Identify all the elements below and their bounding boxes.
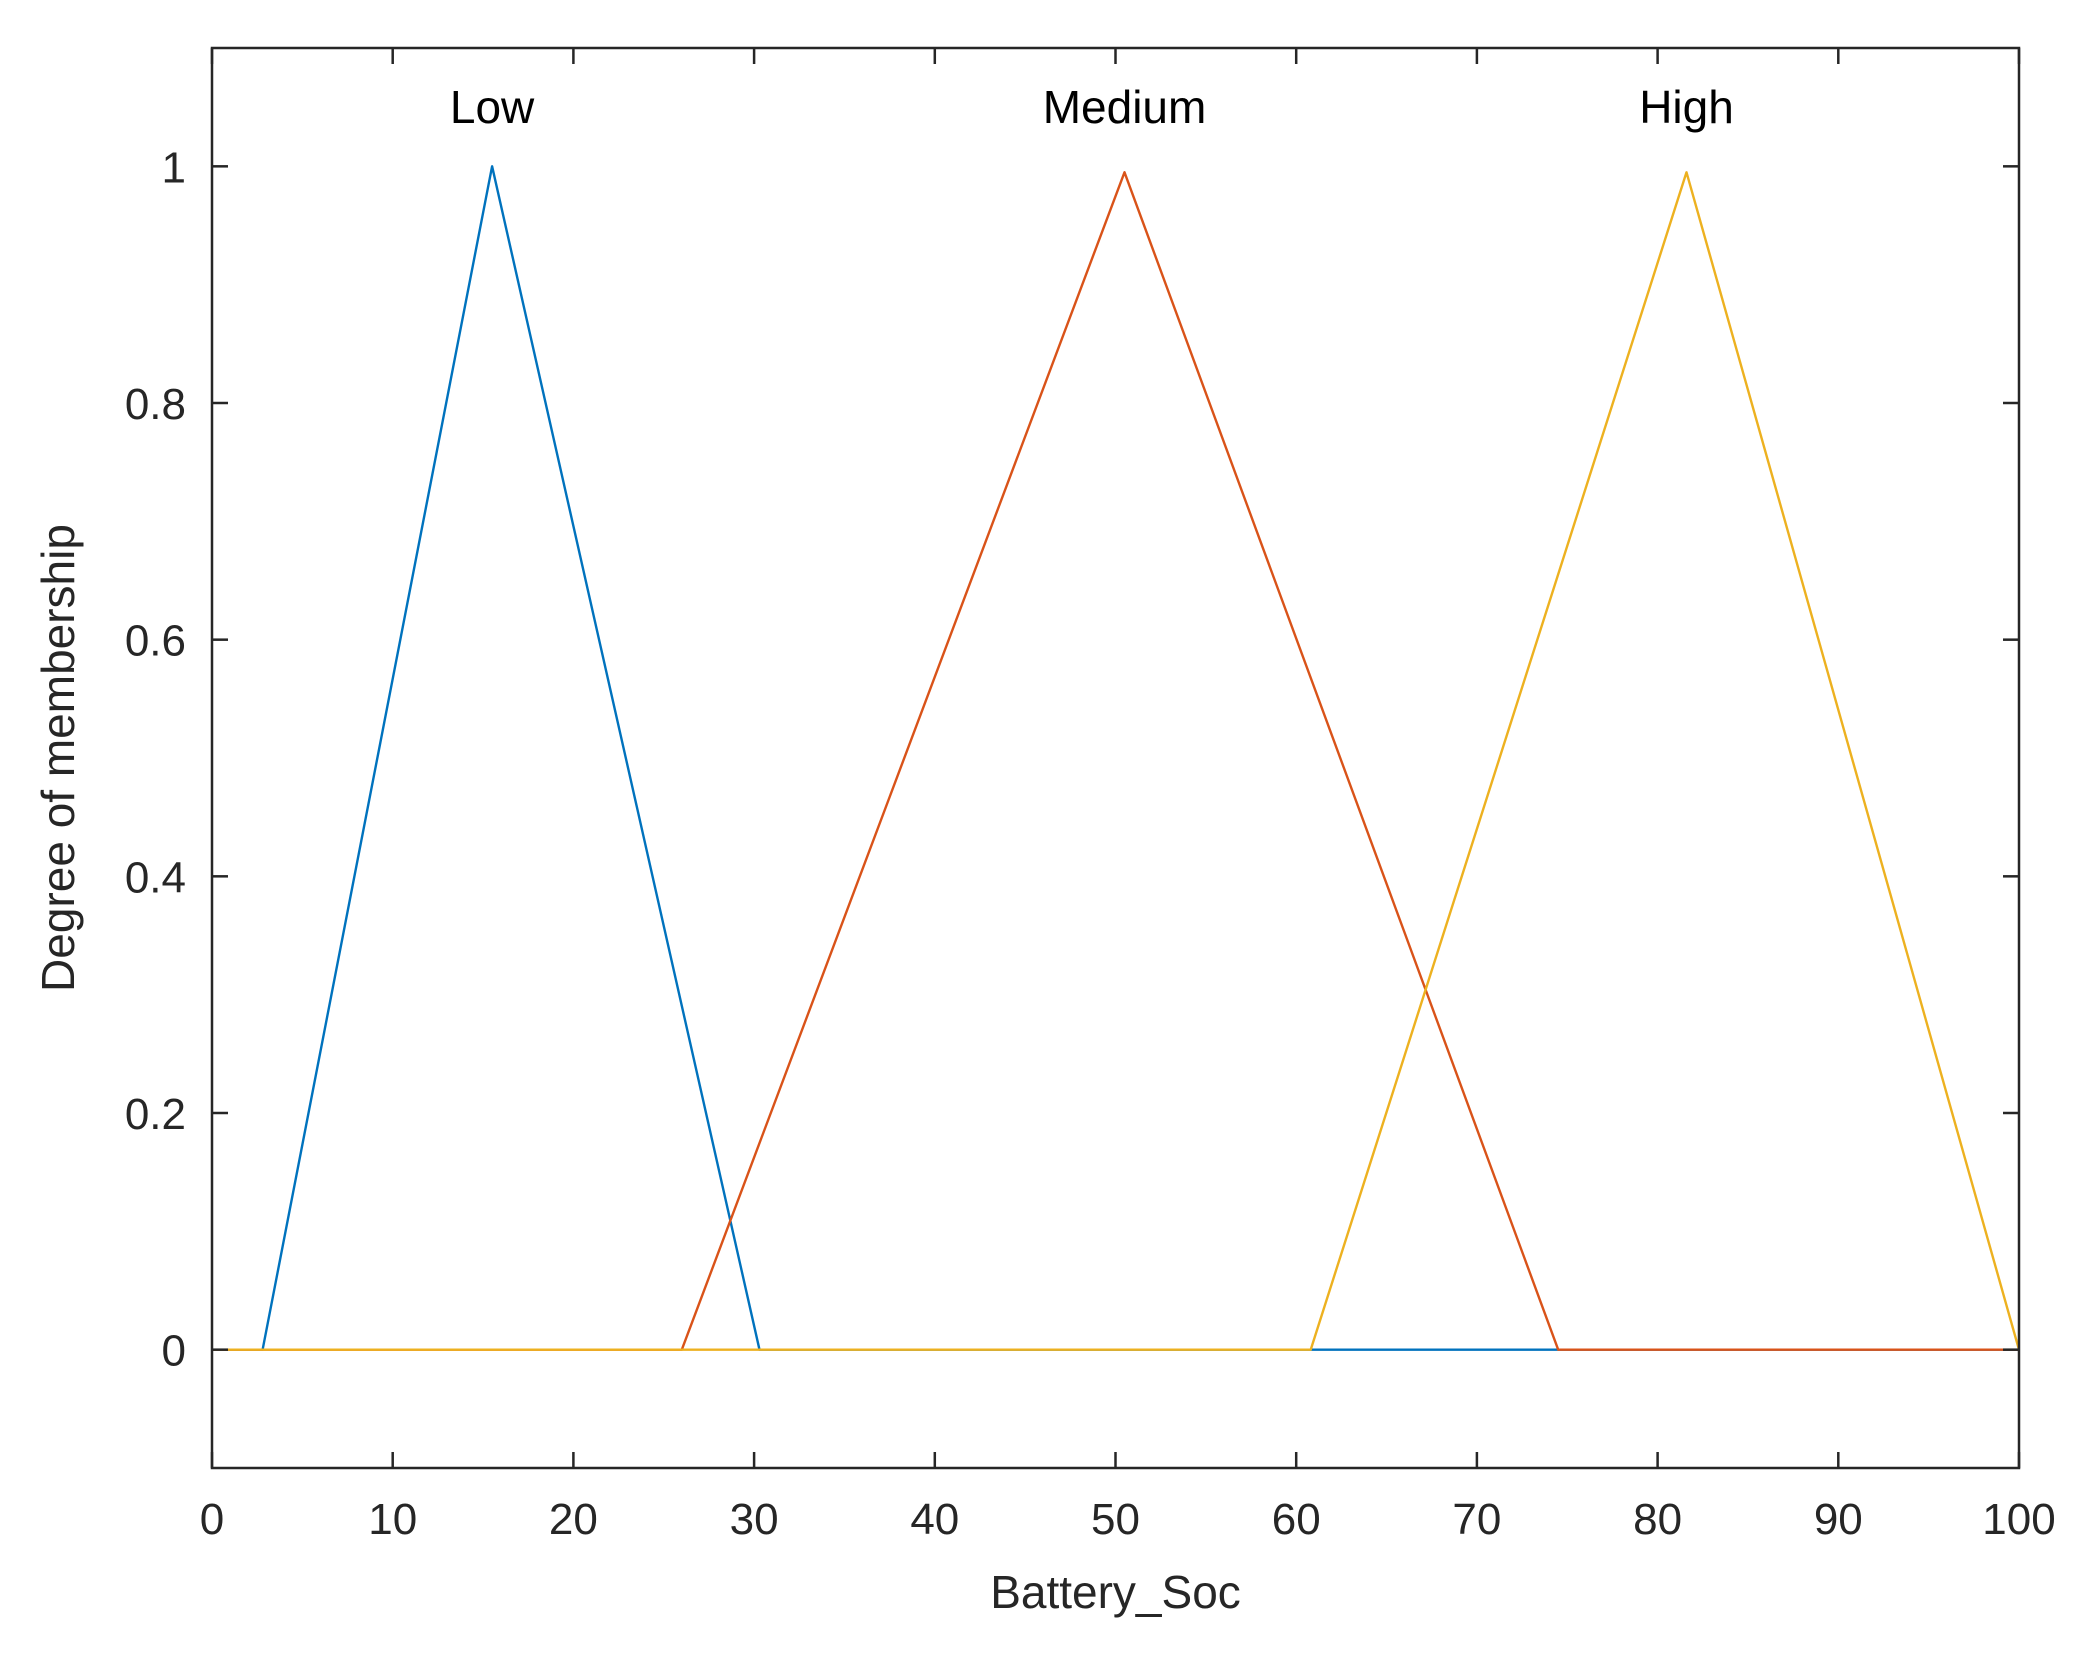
y-tick-label: 0.2 <box>125 1090 186 1139</box>
x-tick-label: 60 <box>1272 1495 1321 1544</box>
series-line-high <box>212 171 2021 1351</box>
x-tick-label: 80 <box>1633 1495 1682 1544</box>
x-tick-label: 10 <box>368 1495 417 1544</box>
membership-label-medium: Medium <box>1043 81 1207 133</box>
plot-lines <box>212 165 2021 1351</box>
y-tick-label: 1 <box>162 143 186 192</box>
membership-label-low: Low <box>450 81 535 133</box>
x-tick-label: 70 <box>1452 1495 1501 1544</box>
axis-ticks <box>210 48 2021 1468</box>
x-tick-label: 30 <box>730 1495 779 1544</box>
y-tick-label: 0.4 <box>125 853 186 902</box>
y-axis-label: Degree of membership <box>32 524 84 992</box>
y-tick-label: 0.8 <box>125 380 186 429</box>
x-tick-label: 90 <box>1814 1495 1863 1544</box>
y-tick-label: 0.6 <box>125 617 186 666</box>
membership-labels: Low Medium High <box>450 81 1734 133</box>
x-tick-label: 50 <box>1091 1495 1140 1544</box>
x-tick-label: 40 <box>910 1495 959 1544</box>
y-tick-label: 0 <box>162 1327 186 1376</box>
tick-labels: 0 10 20 30 40 50 60 70 80 90 100 0 0.2 0.4 0.6 0.8 1 <box>125 143 2056 1544</box>
x-axis-label: Battery_Soc <box>990 1566 1241 1618</box>
x-tick-label: 100 <box>1982 1495 2055 1544</box>
x-tick-label: 0 <box>200 1495 224 1544</box>
x-tick-label: 20 <box>549 1495 598 1544</box>
membership-label-high: High <box>1639 81 1734 133</box>
